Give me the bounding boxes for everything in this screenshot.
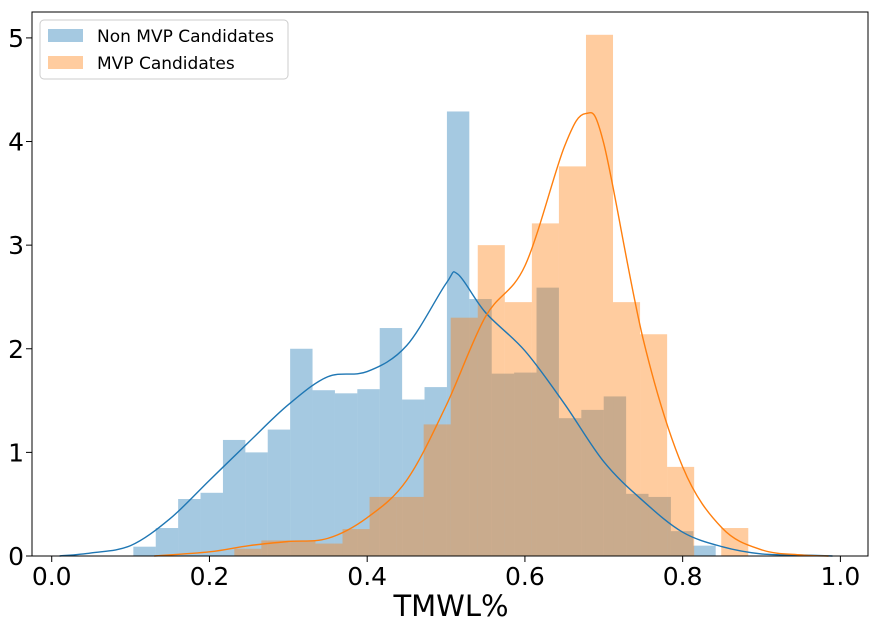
non-mvp-histogram-bar (267, 429, 291, 556)
mvp-histogram-bar (613, 302, 641, 556)
non-mvp-histogram-bar (424, 387, 447, 556)
mvp-histogram-bar (342, 529, 370, 556)
non-mvp-histogram-bar (693, 545, 716, 556)
non-mvp-histogram-bar (245, 452, 268, 556)
mvp-histogram-bar (288, 540, 316, 556)
y-tick-label: 4 (8, 128, 24, 157)
x-axis-label: TMWL% (392, 589, 508, 623)
mvp-histogram-bar (477, 245, 505, 556)
y-axis: 0 1 2 3 4 5 (8, 24, 32, 571)
y-tick-label: 2 (8, 335, 24, 364)
legend-label-mvp: MVP Candidates (97, 54, 235, 74)
non-mvp-histogram-bar (290, 348, 313, 556)
non-mvp-histogram-bar (357, 389, 380, 556)
x-tick-label: 0.2 (190, 562, 230, 591)
non-mvp-histogram-bar (446, 111, 470, 556)
mvp-histogram-bar (423, 424, 451, 556)
mvp-histogram-bar (234, 548, 262, 556)
kde-lines (59, 112, 833, 557)
mvp-histogram-bar (369, 496, 397, 556)
non-mvp-histogram-bar (491, 373, 515, 556)
y-tick-label: 1 (8, 438, 24, 467)
non-mvp-kde-line (59, 271, 833, 557)
mvp-histogram-bar (585, 34, 614, 556)
non-mvp-histogram-bar (178, 499, 201, 556)
non-mvp-histogram-bar (648, 496, 671, 556)
x-tick-label: 0.8 (663, 562, 703, 591)
plot-area (31, 11, 869, 557)
plot-frame (31, 11, 869, 557)
x-tick-label: 0.6 (505, 562, 545, 591)
mvp-histogram-bar (640, 334, 668, 556)
mvp-histogram-bar (315, 543, 343, 556)
legend-swatch-mvp (48, 56, 83, 69)
non-mvp-histogram-bar (312, 390, 335, 556)
legend: Non MVP Candidates MVP Candidates (39, 19, 289, 80)
y-tick-label: 0 (8, 542, 24, 571)
y-tick-label: 3 (8, 231, 24, 260)
non-mvp-histogram-bar (670, 531, 694, 556)
non-mvp-histogram-bar (334, 393, 358, 556)
x-tick-label: 0.4 (347, 562, 387, 591)
mvp-histogram-bar (667, 466, 695, 556)
non-mvp-histogram-bar (603, 396, 627, 556)
mvp-histogram-bar (504, 302, 532, 556)
x-tick-label: 0.0 (32, 562, 72, 591)
non-mvp-bars (133, 111, 716, 556)
mvp-histogram-bar (558, 166, 586, 556)
mvp-histogram-bar (396, 496, 424, 556)
non-mvp-histogram-bar (402, 399, 425, 556)
non-mvp-histogram-bar (558, 418, 582, 556)
mvp-histogram-bar (261, 540, 289, 556)
non-mvp-histogram-bar (222, 439, 246, 556)
legend-label-non-mvp: Non MVP Candidates (97, 27, 274, 47)
y-tick-label: 5 (8, 24, 24, 53)
non-mvp-histogram-bar (626, 493, 649, 556)
x-axis: 0.0 0.2 0.4 0.6 0.8 1.0 (32, 556, 860, 591)
mvp-kde-line (154, 112, 829, 557)
legend-swatch-non-mvp (48, 29, 83, 42)
non-mvp-histogram-bar (379, 328, 403, 556)
non-mvp-histogram-bar (133, 546, 156, 556)
mvp-histogram-bar (450, 317, 478, 556)
non-mvp-histogram-bar (155, 528, 179, 556)
non-mvp-histogram-bar (200, 492, 223, 556)
non-mvp-histogram-bar (469, 299, 492, 556)
non-mvp-histogram-bar (581, 409, 604, 556)
legend-box (39, 19, 289, 80)
non-mvp-histogram-bar (536, 287, 559, 556)
non-mvp-histogram-bar (514, 372, 537, 556)
x-tick-label: 1.0 (821, 562, 861, 591)
